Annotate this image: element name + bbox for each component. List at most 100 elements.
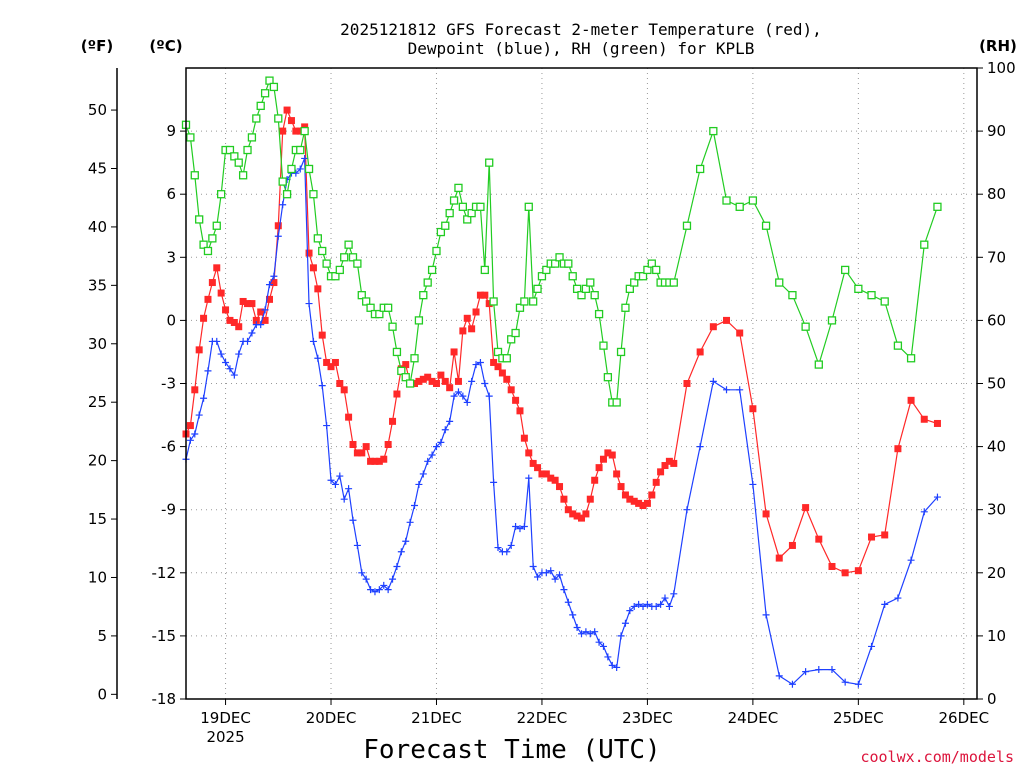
temperature-point (648, 491, 656, 499)
temperature-point (200, 314, 208, 322)
temperature-point (723, 316, 731, 324)
rh-tick-label: 30 (987, 501, 1006, 519)
rh-point (212, 221, 221, 230)
celsius-tick-label: -3 (161, 375, 176, 393)
celsius-tick-label: 9 (166, 122, 176, 140)
rh-point (436, 227, 446, 237)
rh-point (564, 259, 573, 268)
rh-point (265, 76, 274, 85)
celsius-tick-label: -18 (152, 690, 177, 708)
temperature-point (775, 554, 783, 562)
fahrenheit-tick-label: 5 (97, 627, 107, 645)
temperature-point (362, 443, 370, 451)
temperature-point (265, 295, 273, 303)
fahrenheit-tick-label: 50 (88, 101, 107, 119)
rh-point (313, 234, 322, 243)
dewpoint-point (652, 602, 660, 610)
dewpoint-point (683, 506, 691, 514)
rh-point (195, 215, 204, 224)
rh-point (208, 234, 217, 243)
temperature-point (314, 285, 322, 293)
rh-point (854, 284, 863, 294)
dewpoint-point (608, 661, 616, 669)
rh-point (331, 272, 340, 281)
dewpoint-point (881, 600, 889, 608)
dewpoint-point (494, 544, 502, 552)
temperature-point (393, 390, 401, 398)
temperature-point (525, 449, 533, 457)
chart-title-line-1: 2025121812 GFS Forecast 2-meter Temperat… (340, 20, 822, 39)
dewpoint-point (643, 600, 651, 608)
dewpoint-point (639, 602, 647, 610)
temperature-point (578, 514, 585, 522)
x-tick-label: 22DEC (517, 709, 568, 727)
rh-point (493, 347, 503, 357)
temperature-point (657, 468, 665, 476)
dewpoint-point (815, 666, 823, 674)
dewpoint-point (261, 306, 269, 314)
rh-point (432, 246, 441, 256)
dewpoint-point (204, 367, 212, 375)
temperature-point (296, 127, 304, 135)
temperature-point (617, 483, 625, 491)
temperature-point (274, 222, 282, 230)
rh-point (410, 354, 419, 363)
temperature-point (556, 483, 564, 491)
rh-point (599, 341, 608, 350)
rh-point (893, 341, 903, 350)
temperature-point (301, 123, 309, 131)
temperature-point (815, 535, 823, 543)
temperature-point (222, 306, 230, 314)
temperature-point (516, 407, 524, 415)
rh-point (454, 183, 463, 193)
rh-point (397, 366, 406, 376)
rh-point (344, 240, 353, 249)
dewpoint-point (512, 523, 520, 531)
dewpoint-point (230, 371, 238, 379)
dewpoint-line (185, 158, 938, 686)
rh-point (217, 190, 226, 199)
dewpoint-point (279, 201, 287, 209)
dewpoint-point (516, 525, 524, 533)
rh-point (467, 208, 476, 218)
dewpoint-point (384, 586, 392, 594)
temperature-point (309, 264, 317, 272)
rh-point (529, 297, 538, 306)
rh-point (612, 398, 621, 407)
dewpoint-point (244, 337, 252, 345)
temperature-point (450, 348, 458, 356)
rh-tick-label: 50 (987, 375, 1006, 393)
rh-point (414, 316, 424, 325)
dewpoint-point (301, 154, 309, 162)
x-tick-label: 23DEC (622, 709, 673, 727)
rh-point (186, 133, 195, 142)
temperature-point (762, 510, 770, 518)
fahrenheit-tick-label: 0 (97, 685, 107, 703)
rh-point (340, 253, 349, 262)
rh-point (230, 152, 239, 161)
temperature-point (551, 476, 559, 484)
celsius-unit-label: (ºC) (149, 37, 182, 55)
temperature-point (507, 386, 515, 394)
rh-point (269, 82, 279, 92)
rh-point (814, 360, 823, 369)
rh-point (722, 196, 731, 205)
series-group (181, 76, 942, 688)
rh-point (748, 196, 758, 205)
x-tick-label: 24DEC (728, 709, 779, 727)
dewpoint-point (920, 508, 928, 516)
temperature-point (195, 346, 203, 354)
rh-point (867, 291, 876, 300)
dewpoint-point (186, 436, 194, 444)
temperature-point (380, 455, 388, 463)
rh-point (643, 265, 652, 275)
dewpoint-point (327, 476, 335, 484)
rh-point (392, 347, 402, 357)
dewpoint-point (393, 562, 401, 570)
temperature-point (327, 363, 335, 371)
dewpoint-point (437, 438, 445, 446)
fahrenheit-tick-label: 40 (88, 218, 107, 236)
temperature-point (428, 377, 436, 385)
dewpoint-point (432, 443, 440, 451)
temperature-point (472, 308, 480, 316)
